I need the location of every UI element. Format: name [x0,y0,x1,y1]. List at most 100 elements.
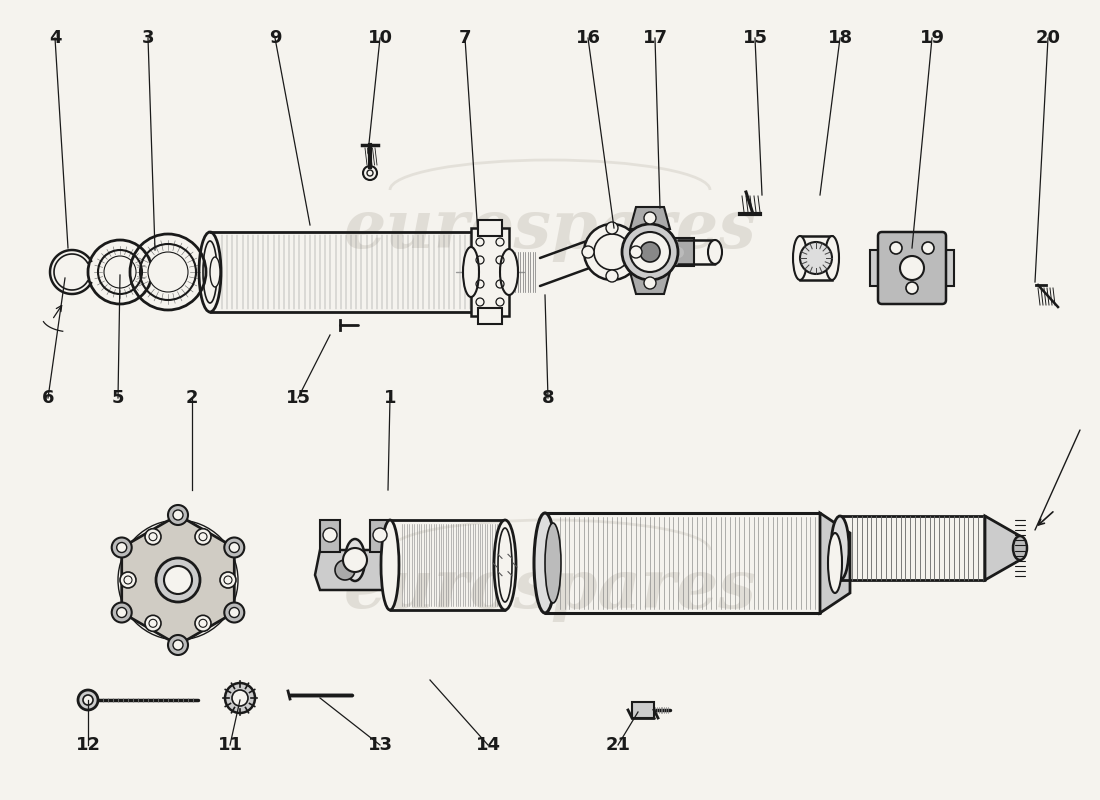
Circle shape [900,256,924,280]
Bar [478,308,502,324]
Ellipse shape [588,238,602,266]
Text: 10: 10 [367,29,393,47]
Text: 20: 20 [1035,29,1060,47]
Ellipse shape [345,539,365,581]
Text: 8: 8 [541,389,554,407]
Circle shape [168,635,188,655]
Bar [478,220,502,236]
Text: 18: 18 [827,29,853,47]
Circle shape [800,242,832,274]
Ellipse shape [500,249,518,295]
Circle shape [145,529,161,545]
Text: 5: 5 [112,389,124,407]
Circle shape [229,607,240,618]
Circle shape [630,232,670,272]
Ellipse shape [828,533,842,593]
Polygon shape [630,272,670,294]
Circle shape [112,538,132,558]
Circle shape [644,212,656,224]
Circle shape [82,695,94,705]
Circle shape [173,510,183,520]
Ellipse shape [825,236,839,280]
Polygon shape [984,516,1020,580]
Circle shape [224,538,244,558]
Circle shape [229,542,240,553]
Bar [370,520,390,552]
Ellipse shape [1013,536,1027,560]
Text: 9: 9 [268,29,282,47]
Circle shape [644,277,656,289]
Circle shape [584,224,640,280]
Text: 4: 4 [48,29,62,47]
Bar [471,228,509,316]
Text: eurospares: eurospares [343,198,757,262]
Text: 1: 1 [384,389,396,407]
Circle shape [120,572,136,588]
Ellipse shape [830,516,849,580]
Circle shape [156,558,200,602]
Text: 17: 17 [642,29,668,47]
Circle shape [606,270,618,282]
Ellipse shape [793,236,807,280]
Ellipse shape [498,528,512,602]
Circle shape [343,548,367,572]
Text: 7: 7 [459,29,471,47]
Circle shape [606,222,618,234]
Circle shape [922,242,934,254]
Ellipse shape [590,242,600,262]
Bar [632,702,654,718]
Ellipse shape [534,513,556,613]
Bar [320,520,340,552]
Circle shape [232,690,248,706]
Circle shape [640,242,660,262]
Circle shape [145,615,161,631]
Circle shape [195,615,211,631]
Text: 16: 16 [575,29,601,47]
Ellipse shape [381,520,399,610]
Bar [870,250,890,286]
Circle shape [168,505,188,525]
Ellipse shape [708,240,722,264]
Circle shape [164,566,192,594]
Circle shape [630,246,642,258]
Text: 12: 12 [76,736,100,754]
Bar [672,238,694,266]
Circle shape [148,252,188,292]
Bar [800,236,832,280]
Text: 6: 6 [42,389,54,407]
Circle shape [582,246,594,258]
Circle shape [78,690,98,710]
Text: 2: 2 [186,389,198,407]
Text: 15: 15 [286,389,310,407]
Polygon shape [122,515,234,645]
Circle shape [336,560,355,580]
Circle shape [195,529,211,545]
Circle shape [594,234,630,270]
Circle shape [890,242,902,254]
Text: 21: 21 [605,736,630,754]
Polygon shape [820,513,850,613]
Ellipse shape [210,257,220,287]
Circle shape [621,224,678,280]
Circle shape [226,683,255,713]
Text: 14: 14 [475,736,500,754]
Circle shape [906,282,918,294]
Text: 15: 15 [742,29,768,47]
Polygon shape [630,207,670,229]
Bar [934,250,954,286]
Ellipse shape [463,247,478,297]
Bar [606,238,628,266]
Ellipse shape [494,520,516,610]
Circle shape [117,542,126,553]
Circle shape [373,528,387,542]
Text: 19: 19 [920,29,945,47]
Circle shape [104,256,136,288]
Polygon shape [315,550,395,590]
Text: 3: 3 [142,29,154,47]
Text: 11: 11 [218,736,242,754]
Ellipse shape [204,241,217,303]
Circle shape [112,602,132,622]
Text: eurospares: eurospares [343,558,757,622]
Ellipse shape [544,523,561,603]
Circle shape [323,528,337,542]
